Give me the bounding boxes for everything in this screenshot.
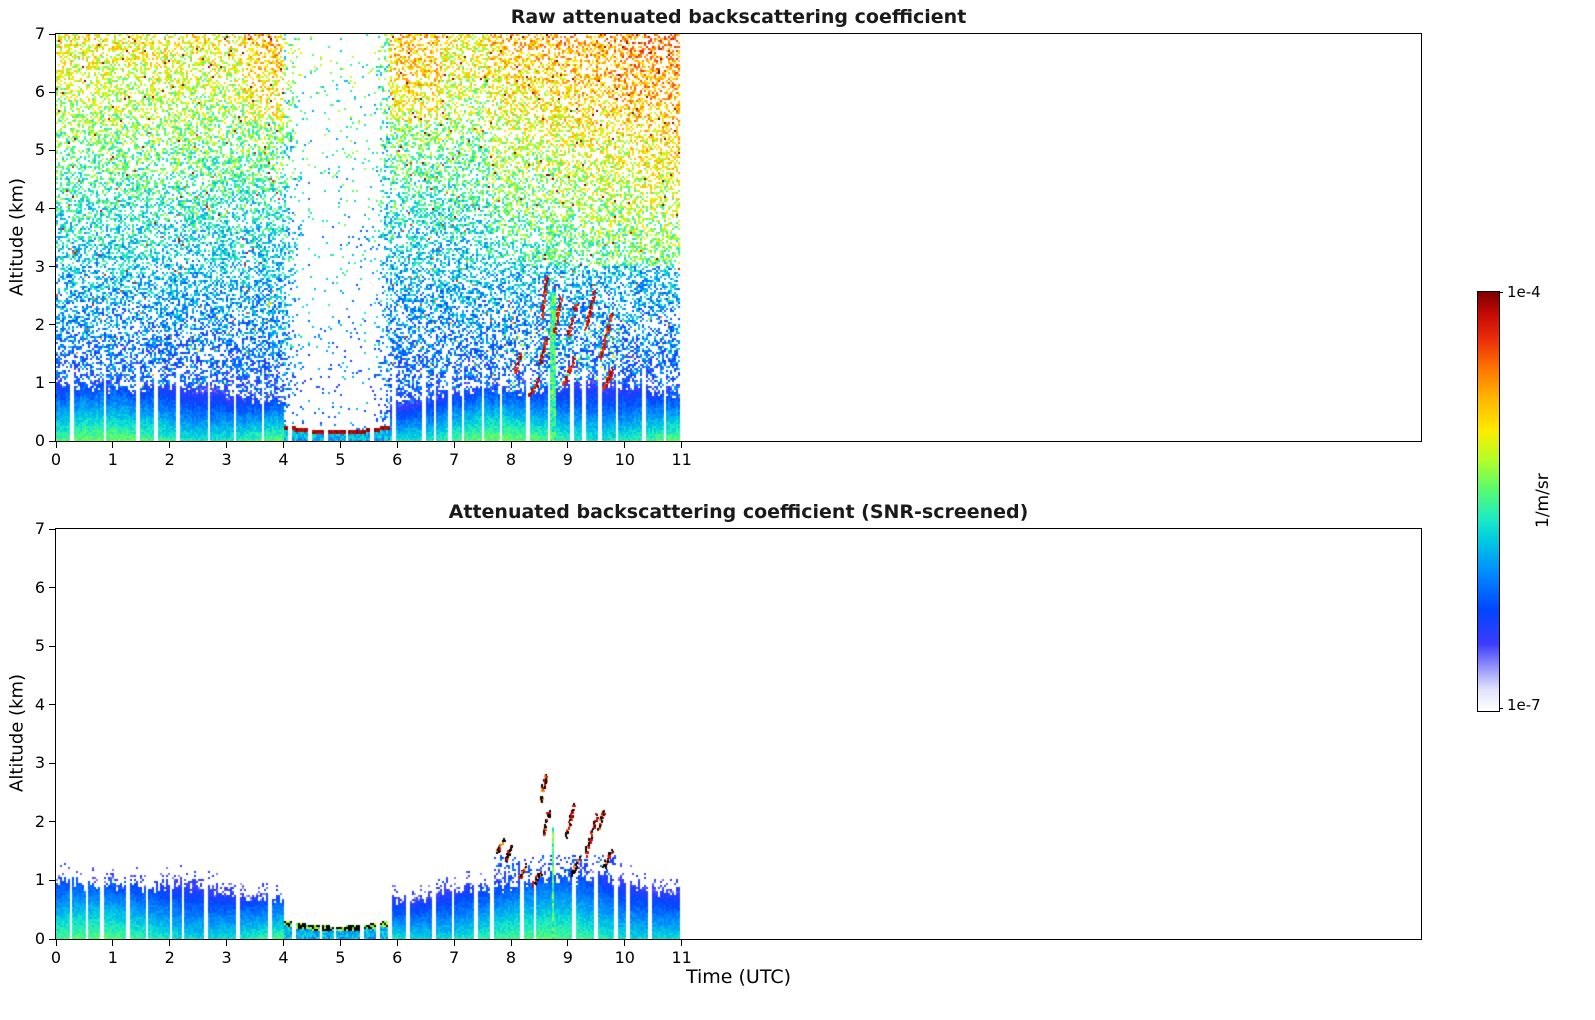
x-tick (567, 940, 569, 946)
y-tick (49, 266, 55, 268)
y-tick (49, 324, 55, 326)
colorbar-max-label: 1e-4 (1507, 283, 1541, 301)
x-tick (453, 442, 455, 448)
x-tick-label: 8 (505, 450, 517, 469)
y-tick (49, 704, 55, 706)
y-tick (49, 879, 55, 881)
x-tick-label: 5 (335, 948, 346, 967)
x-tick-label: 9 (562, 948, 573, 967)
x-tick-label: 6 (392, 450, 403, 469)
x-tick-label: 9 (562, 450, 573, 469)
y-tick-label: 1 (34, 870, 45, 890)
x-tick-label: 0 (50, 948, 62, 967)
y-tick-label: 0 (34, 929, 45, 948)
plot-title-screened: Attenuated backscattering coefficient (S… (448, 501, 1029, 523)
y-tick (49, 821, 55, 823)
x-tick-label: 11 (671, 450, 692, 469)
x-tick (510, 940, 512, 946)
x-tick-label: 0 (50, 450, 62, 469)
x-tick (624, 940, 626, 946)
colorbar-tick (1499, 292, 1503, 293)
x-tick (339, 442, 341, 448)
colorbar-gradient (1478, 292, 1499, 711)
y-tick (49, 587, 55, 589)
y-tick-label: 5 (34, 636, 45, 656)
x-tick (169, 442, 171, 448)
x-tick-label: 8 (505, 948, 517, 967)
x-tick (453, 940, 455, 946)
y-tick (49, 91, 55, 93)
x-tick-label: 3 (221, 450, 232, 469)
y-tick (49, 149, 55, 151)
y-tick-label: 6 (34, 82, 45, 102)
x-tick-label: 10 (614, 450, 635, 469)
y-tick (49, 207, 55, 209)
x-tick (112, 940, 114, 946)
screened-plot-frame (55, 528, 1422, 940)
x-tick-label: 4 (278, 948, 289, 967)
y-tick-label: 2 (34, 811, 45, 831)
raw-plot-frame (55, 33, 1422, 442)
raw-heatmap-canvas (56, 34, 1421, 441)
x-tick-label: 5 (335, 450, 346, 469)
y-tick (49, 938, 55, 940)
x-tick-label: 3 (221, 948, 232, 967)
y-tick-label: 4 (34, 198, 45, 218)
x-tick (226, 940, 228, 946)
x-axis-label: Time (UTC) (685, 966, 792, 988)
y-tick-label: 6 (34, 577, 45, 597)
x-tick (510, 442, 512, 448)
colorbar-unit-label: 1/m/sr (1533, 473, 1553, 528)
x-tick (283, 442, 284, 448)
x-tick (55, 940, 57, 946)
x-tick-label: 7 (449, 450, 460, 469)
y-tick-label: 7 (34, 24, 45, 43)
colorbar-min-label: 1e-7 (1507, 696, 1541, 714)
colorbar (1477, 291, 1500, 712)
x-tick (567, 442, 569, 448)
x-tick (681, 940, 683, 946)
x-tick-label: 7 (449, 948, 460, 967)
screened-heatmap-canvas (56, 529, 1421, 939)
y-tick-label: 3 (34, 256, 45, 276)
x-tick-label: 1 (107, 948, 118, 967)
x-tick-label: 10 (614, 948, 635, 967)
y-tick-label: 5 (34, 140, 45, 160)
y-tick (49, 440, 55, 442)
colorbar-tick (1499, 708, 1503, 709)
x-tick (169, 940, 171, 946)
x-tick (396, 940, 398, 946)
y-tick-label: 4 (34, 694, 45, 714)
x-tick (396, 442, 398, 448)
x-tick-label: 2 (164, 948, 175, 967)
x-tick-label: 2 (164, 450, 175, 469)
x-tick (681, 442, 683, 448)
y-tick (49, 382, 55, 384)
x-tick-label: 11 (671, 948, 692, 967)
x-tick (283, 940, 284, 946)
y-tick-label: 0 (34, 431, 45, 450)
x-tick-label: 4 (278, 450, 289, 469)
x-tick (624, 442, 626, 448)
x-tick (55, 442, 57, 448)
x-tick (226, 442, 228, 448)
x-tick (339, 940, 341, 946)
y-tick (49, 645, 55, 647)
y-tick (49, 762, 55, 764)
y-tick (49, 528, 55, 530)
x-tick (112, 442, 114, 448)
plot-title-raw: Raw attenuated backscattering coefficien… (510, 6, 967, 28)
y-tick-label: 7 (34, 519, 45, 538)
y-tick (49, 33, 55, 35)
y-tick-label: 1 (34, 372, 45, 392)
y-tick-label: 2 (34, 314, 45, 334)
x-tick-label: 6 (392, 948, 403, 967)
y-tick-label: 3 (34, 753, 45, 773)
x-tick-label: 1 (107, 450, 118, 469)
